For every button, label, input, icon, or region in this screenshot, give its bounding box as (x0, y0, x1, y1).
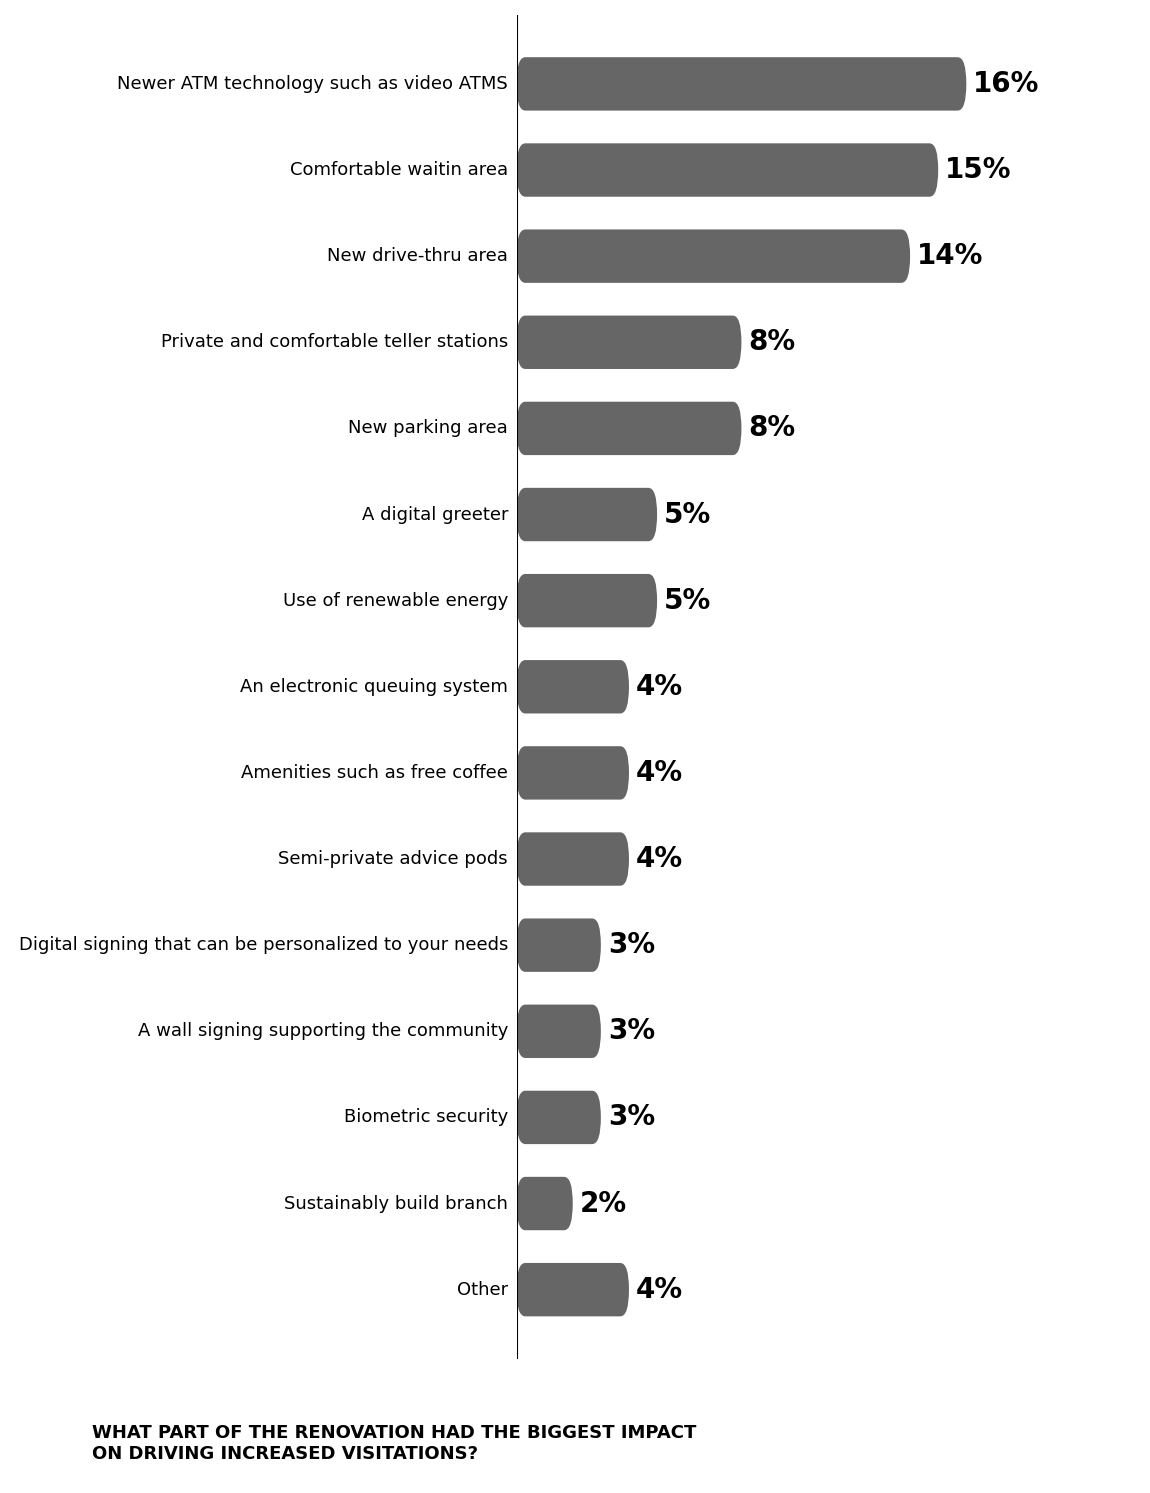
Text: A wall signing supporting the community: A wall signing supporting the community (138, 1023, 508, 1041)
Text: 8%: 8% (749, 415, 796, 442)
Text: Biometric security: Biometric security (344, 1108, 508, 1126)
FancyBboxPatch shape (516, 918, 600, 972)
Text: New parking area: New parking area (348, 420, 508, 437)
Text: 3%: 3% (608, 932, 655, 959)
Text: Use of renewable energy: Use of renewable energy (283, 591, 508, 609)
Text: 4%: 4% (636, 845, 683, 873)
Text: 4%: 4% (636, 758, 683, 787)
FancyBboxPatch shape (516, 230, 910, 282)
Text: 3%: 3% (608, 1103, 655, 1132)
Text: Newer ATM technology such as video ATMS: Newer ATM technology such as video ATMS (117, 75, 508, 93)
Text: A digital greeter: A digital greeter (361, 506, 508, 524)
Text: An electronic queuing system: An electronic queuing system (240, 678, 508, 696)
FancyBboxPatch shape (516, 1091, 600, 1144)
Text: Digital signing that can be personalized to your needs: Digital signing that can be personalized… (18, 936, 508, 954)
Text: 16%: 16% (973, 70, 1040, 99)
FancyBboxPatch shape (516, 660, 629, 714)
Text: Amenities such as free coffee: Amenities such as free coffee (242, 764, 508, 782)
FancyBboxPatch shape (516, 746, 629, 800)
Text: 4%: 4% (636, 673, 683, 700)
FancyBboxPatch shape (516, 57, 966, 110)
Text: 4%: 4% (636, 1275, 683, 1303)
Text: Comfortable waitin area: Comfortable waitin area (290, 161, 508, 179)
FancyBboxPatch shape (516, 402, 742, 455)
FancyBboxPatch shape (516, 832, 629, 885)
Text: 5%: 5% (664, 500, 712, 529)
Text: Semi-private advice pods: Semi-private advice pods (278, 850, 508, 867)
Text: Private and comfortable teller stations: Private and comfortable teller stations (161, 333, 508, 351)
Text: 2%: 2% (580, 1190, 627, 1217)
Text: New drive-thru area: New drive-thru area (328, 248, 508, 266)
FancyBboxPatch shape (516, 488, 657, 542)
Text: Other: Other (457, 1281, 508, 1299)
FancyBboxPatch shape (516, 573, 657, 627)
Text: Sustainably build branch: Sustainably build branch (284, 1194, 508, 1212)
FancyBboxPatch shape (516, 315, 742, 369)
Text: 14%: 14% (918, 242, 983, 270)
Text: WHAT PART OF THE RENOVATION HAD THE BIGGEST IMPACT
ON DRIVING INCREASED VISITATI: WHAT PART OF THE RENOVATION HAD THE BIGG… (92, 1424, 697, 1463)
FancyBboxPatch shape (516, 1005, 600, 1059)
FancyBboxPatch shape (516, 1176, 573, 1230)
FancyBboxPatch shape (516, 143, 938, 197)
FancyBboxPatch shape (516, 1263, 629, 1317)
Text: 5%: 5% (664, 587, 712, 615)
Text: 15%: 15% (945, 157, 1012, 184)
Text: 8%: 8% (749, 328, 796, 357)
Text: 3%: 3% (608, 1017, 655, 1045)
